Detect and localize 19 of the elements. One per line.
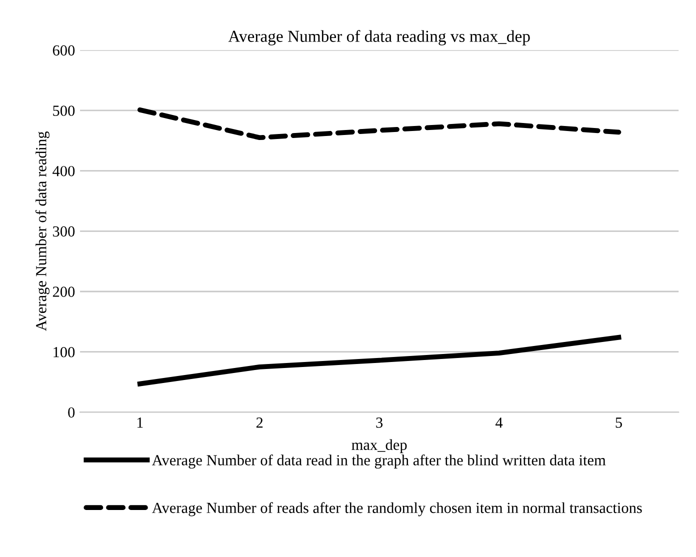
chart-title: Average Number of data reading vs max_dep bbox=[228, 30, 530, 46]
y-tick-label: 200 bbox=[52, 286, 75, 297]
y-axis-title: Average Number of data reading bbox=[35, 131, 50, 331]
x-axis-title: max_dep bbox=[352, 439, 407, 454]
x-tick-label: 4 bbox=[496, 418, 503, 428]
y-tick-label: 300 bbox=[52, 226, 75, 237]
x-tick-label: 3 bbox=[376, 418, 383, 428]
legend-label: Average Number of data read in the graph after the blind written data item bbox=[152, 454, 606, 469]
y-tick-label: 100 bbox=[54, 346, 75, 358]
y-tick-label: 400 bbox=[52, 166, 75, 176]
x-tick-label: 5 bbox=[616, 418, 622, 428]
y-tick-label: 0 bbox=[68, 407, 75, 418]
legend-label: Average Number of reads after the randomly chosen item in normal transactions bbox=[152, 502, 642, 516]
x-tick-label: 2 bbox=[256, 418, 263, 428]
x-tick-label: 1 bbox=[137, 418, 143, 428]
line-series bbox=[137, 107, 622, 140]
line-series bbox=[137, 334, 622, 386]
y-tick-label: 500 bbox=[53, 106, 75, 116]
y-tick-label: 600 bbox=[52, 45, 75, 56]
